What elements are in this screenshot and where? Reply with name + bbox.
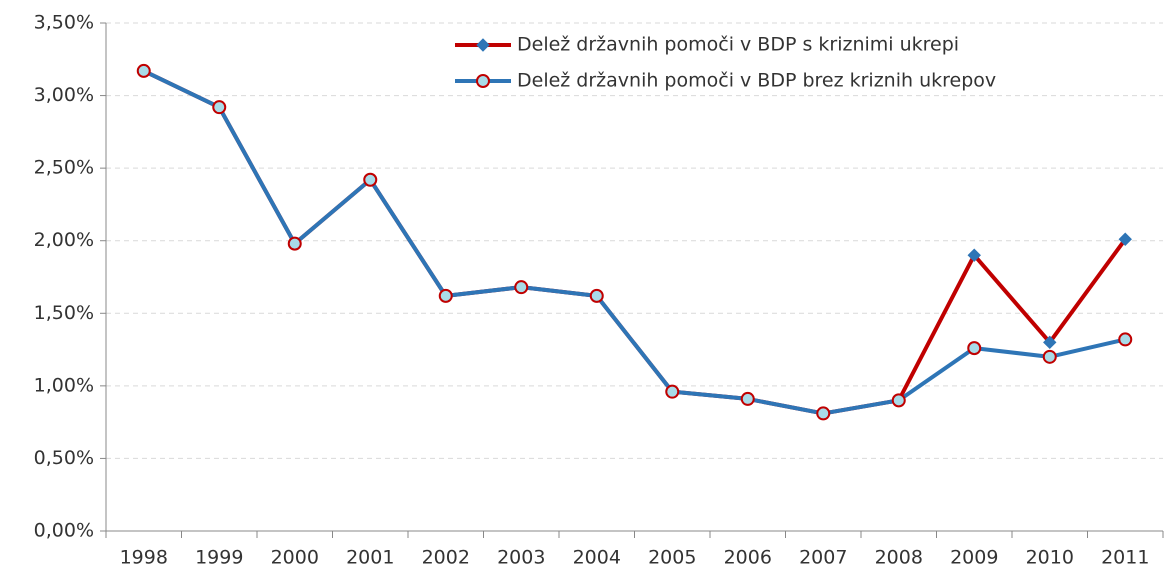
legend-label: Delež državnih pomoči v BDP brez kriznih… (517, 70, 996, 92)
data-point (1118, 332, 1133, 347)
y-tick-label: 0,00% (34, 520, 94, 542)
x-tick-label: 2008 (875, 547, 923, 569)
data-point (514, 280, 529, 295)
y-tick-label: 2,00% (34, 229, 94, 251)
x-tick-label: 2003 (497, 547, 545, 569)
x-tick-label: 2009 (950, 547, 998, 569)
y-tick-label: 2,50% (34, 157, 94, 179)
data-point (967, 341, 982, 356)
x-tick-label: 1998 (120, 547, 168, 569)
data-point (287, 236, 302, 251)
y-tick-label: 1,50% (34, 302, 94, 324)
data-point (438, 288, 453, 303)
legend-marker (476, 38, 490, 52)
data-point (589, 288, 604, 303)
legend-label: Delež državnih pomoči v BDP s kriznimi u… (517, 34, 959, 56)
data-point (363, 172, 378, 187)
data-point (891, 393, 906, 408)
series-line (142, 69, 1126, 416)
x-tick-label: 2000 (271, 547, 319, 569)
y-tick-label: 1,00% (34, 374, 94, 396)
data-point (1043, 335, 1057, 350)
y-tick-label: 0,50% (34, 447, 94, 469)
x-tick-label: 2007 (799, 547, 847, 569)
data-point (136, 63, 151, 78)
y-tick-label: 3,00% (34, 84, 94, 106)
data-point (816, 406, 831, 421)
data-point (740, 391, 755, 406)
x-tick-label: 2005 (648, 547, 696, 569)
data-point (1042, 349, 1057, 364)
y-tick-label: 3,50% (34, 12, 94, 34)
x-tick-label: 2010 (1026, 547, 1074, 569)
legend-marker (476, 74, 490, 88)
x-tick-label: 2002 (422, 547, 470, 569)
x-tick-label: 2011 (1101, 547, 1149, 569)
data-point (1118, 232, 1132, 246)
x-tick-label: 2004 (573, 547, 621, 569)
x-tick-label: 2001 (346, 547, 394, 569)
data-point (212, 100, 227, 115)
data-point (665, 384, 680, 399)
data-point (967, 248, 981, 262)
x-tick-label: 1999 (195, 547, 243, 569)
x-tick-label: 2006 (724, 547, 772, 569)
